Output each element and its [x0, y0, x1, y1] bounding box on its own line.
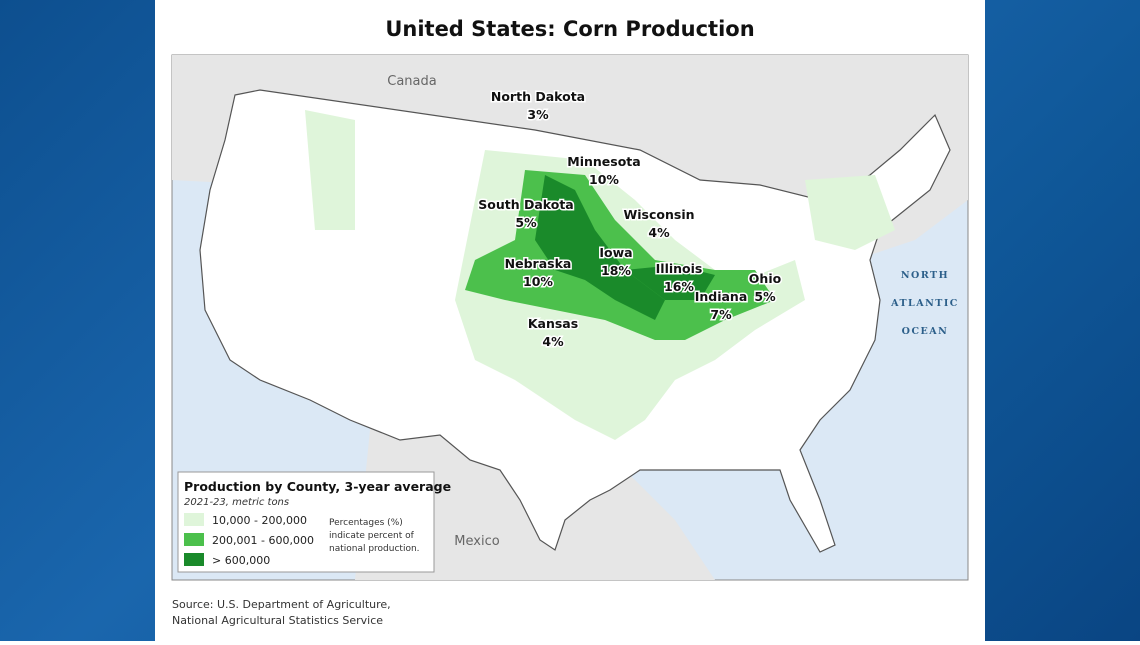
legend-label: 200,001 - 600,000	[212, 534, 314, 547]
legend-note: national production.	[329, 544, 420, 554]
legend-label: 10,000 - 200,000	[212, 514, 307, 527]
ocean-label: ATLANTIC	[890, 298, 959, 309]
legend-subtitle: 2021-23, metric tons	[184, 497, 289, 508]
title: United States: Corn Production	[385, 17, 754, 41]
state-name: North Dakota	[491, 89, 585, 104]
legend-note: Percentages (%)	[329, 518, 403, 528]
panel: United States: Corn Production Canada Me…	[155, 0, 985, 641]
legend-swatch	[184, 553, 204, 566]
legend-label: > 600,000	[212, 554, 270, 567]
legend-swatch	[184, 533, 204, 546]
state-name: South Dakota	[478, 197, 574, 212]
state-share: 4%	[542, 334, 564, 349]
state-name: Iowa	[599, 245, 632, 260]
country-label: Mexico	[454, 534, 499, 549]
state-name: Ohio	[749, 271, 782, 286]
state-name: Illinois	[656, 261, 703, 276]
state-name: Wisconsin	[623, 207, 694, 222]
state-name: Kansas	[528, 316, 578, 331]
state-name: Nebraska	[505, 256, 572, 271]
state-share: 10%	[523, 274, 553, 289]
state-name: Indiana	[695, 289, 748, 304]
state-share: 5%	[754, 289, 776, 304]
map-figure: United States: Corn Production Canada Me…	[171, 17, 969, 627]
legend-box	[177, 471, 435, 573]
ocean-label: OCEAN	[902, 326, 949, 337]
state-share: 4%	[648, 225, 670, 240]
source: National Agricultural Statistics Service	[172, 614, 383, 627]
state-share: 3%	[527, 107, 549, 122]
legend-swatch	[184, 513, 204, 526]
legend-title: Production by County, 3-year average	[184, 479, 451, 494]
legend-items: 10,000 - 200,000 200,001 - 600,000 > 600,0…	[184, 513, 314, 567]
state-share: 5%	[515, 215, 537, 230]
source: Source: U.S. Department of Agriculture,	[172, 598, 391, 611]
state-share: 7%	[710, 307, 732, 322]
state-share: 16%	[664, 279, 694, 294]
state-share: 10%	[589, 172, 619, 187]
state-labels: North Dakota 3% Minnesota 10% South Dakota 5%…	[477, 88, 783, 351]
state-name: Minnesota	[567, 154, 640, 169]
ocean-label: NORTH	[901, 270, 949, 281]
production-areas	[305, 110, 895, 440]
legend: Production by County, 3-year average 202…	[177, 471, 451, 573]
state-share: 18%	[601, 263, 631, 278]
legend-note: indicate percent of	[329, 531, 415, 541]
country-label: Canada	[387, 74, 436, 89]
map	[172, 55, 968, 580]
